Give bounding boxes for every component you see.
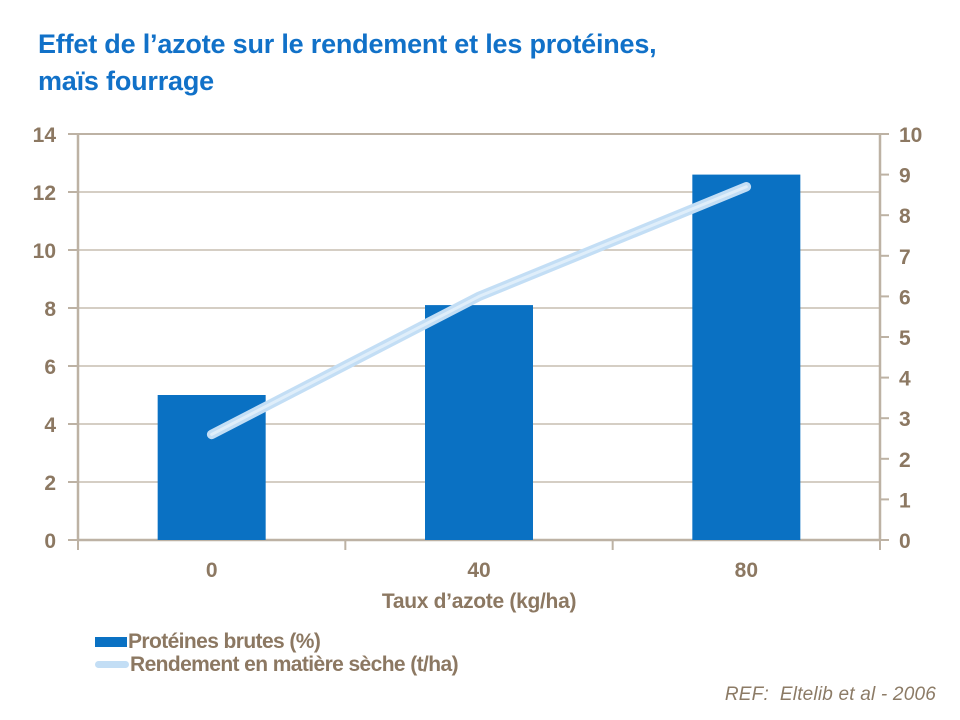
x-axis-category-label: 40 [467, 559, 490, 582]
left-axis-label: 0 [44, 530, 56, 553]
bar [425, 305, 533, 540]
left-axis-label: 4 [44, 414, 56, 437]
left-axis-label: 8 [44, 298, 56, 321]
bar-series-swatch [95, 636, 127, 647]
right-axis-label: 7 [899, 246, 911, 269]
right-axis-label: 2 [899, 449, 911, 472]
reference-text: REF: Eltelib et al - 2006 [724, 684, 936, 705]
right-axis-label: 0 [899, 530, 911, 553]
legend: Protéines brutes (%) Rendement en matièr… [95, 630, 459, 676]
left-axis-label: 12 [33, 182, 56, 205]
legend-label-proteins: Protéines brutes (%) [128, 629, 321, 653]
right-axis-label: 5 [899, 327, 911, 350]
legend-label-yield: Rendement en matière sèche (t/ha) [130, 652, 459, 676]
chart-title-line2: maïs fourrage [38, 66, 214, 97]
right-axis-label: 3 [899, 408, 911, 431]
x-axis-category-label: 80 [735, 559, 758, 582]
legend-item-proteins: Protéines brutes (%) [95, 630, 458, 653]
left-axis-label: 2 [44, 472, 56, 495]
right-axis-label: 1 [899, 489, 911, 512]
legend-item-yield: Rendement en matière sèche (t/ha) [95, 652, 459, 676]
chart-title: Effet de l’azote sur le rendement et les… [38, 26, 878, 101]
x-axis-title: Taux d’azote (kg/ha) [381, 590, 577, 613]
line-series-highlight [210, 185, 748, 436]
right-axis-label: 10 [899, 124, 922, 147]
chart-title-line1: Effet de l’azote sur le rendement et les… [38, 29, 657, 59]
left-axis-label: 14 [33, 124, 57, 147]
right-axis-label: 6 [899, 286, 911, 309]
right-axis-label: 9 [899, 165, 911, 188]
line-series-swatch [95, 661, 129, 668]
left-axis-label: 10 [33, 240, 56, 263]
bar [692, 174, 801, 540]
right-axis-label: 8 [899, 205, 911, 228]
left-axis-label: 6 [44, 356, 56, 379]
x-axis-category-label: 0 [206, 559, 218, 582]
right-axis-label: 4 [899, 368, 911, 391]
